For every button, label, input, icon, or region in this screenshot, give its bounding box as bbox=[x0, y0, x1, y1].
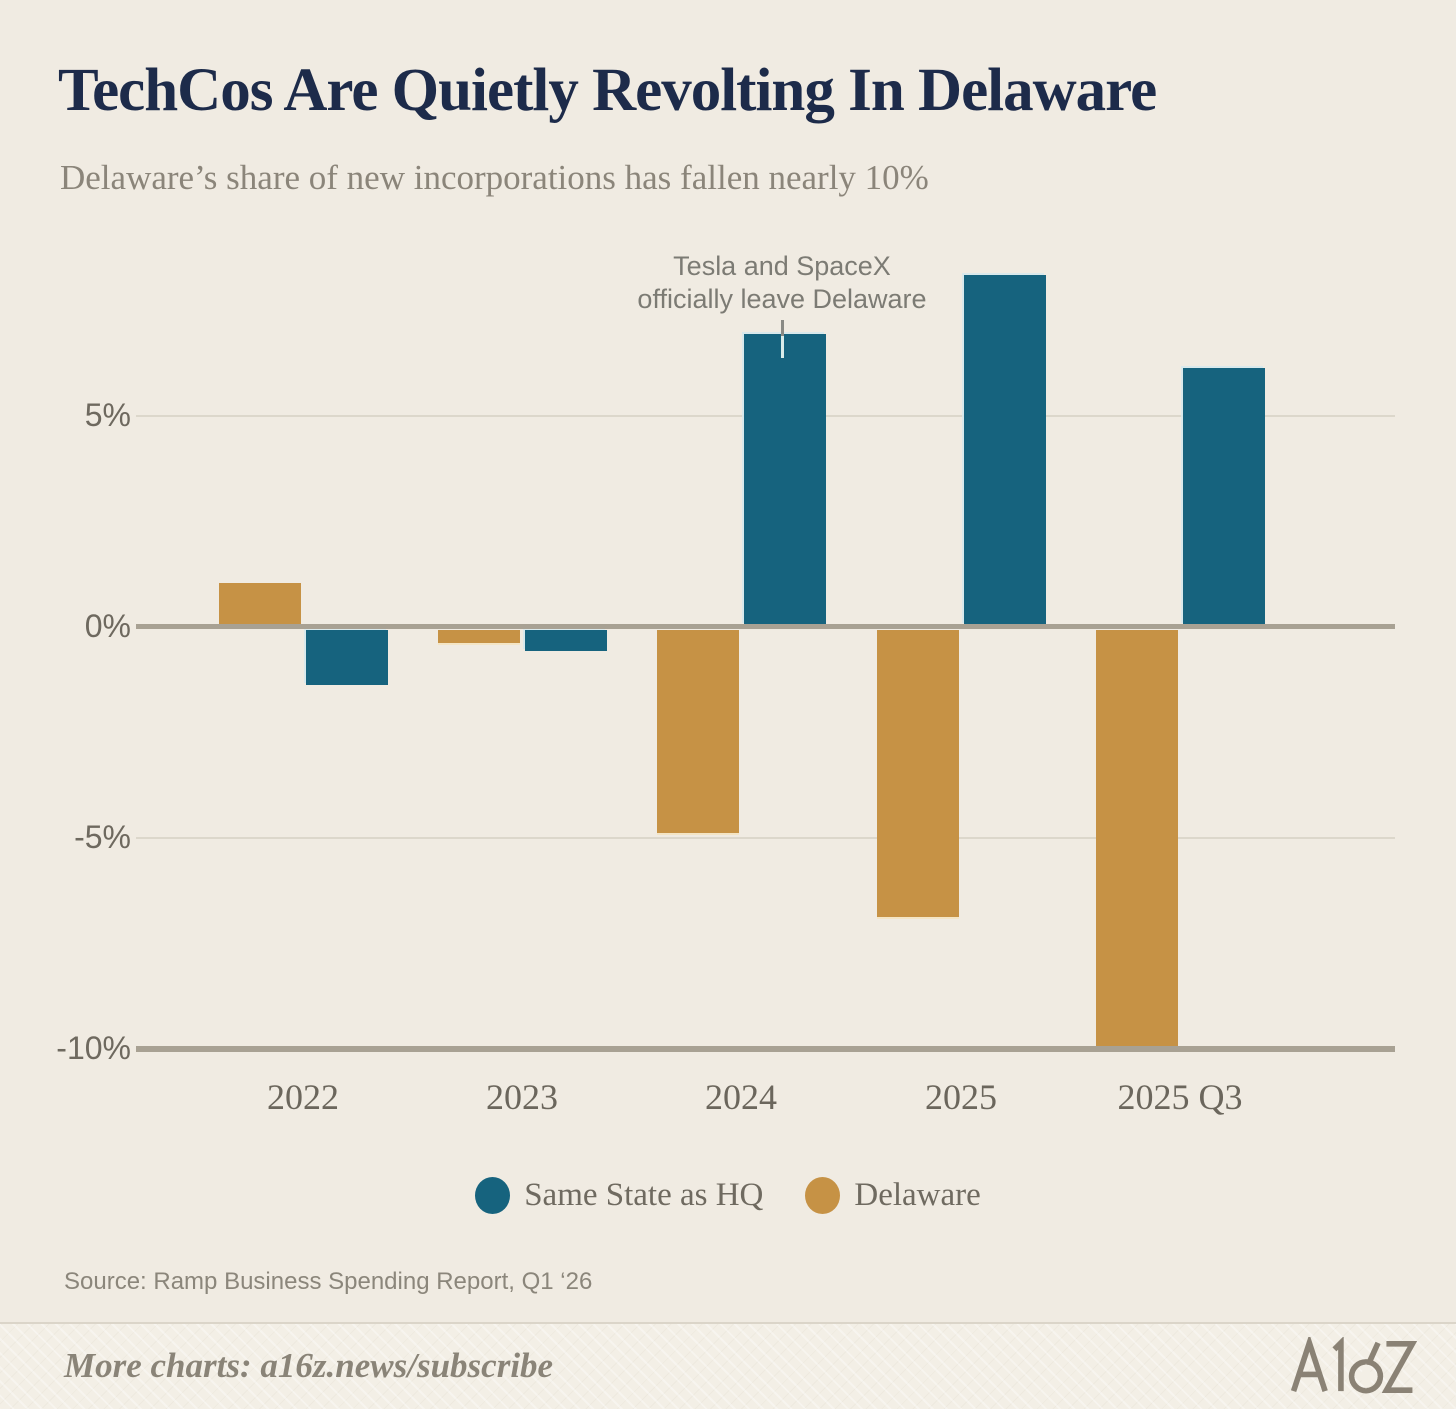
bar-same-state-as-hq-2023 bbox=[525, 630, 607, 651]
bar-same-state-as-hq-2025-q3 bbox=[1183, 368, 1265, 625]
bottom-axis-line bbox=[136, 1046, 1395, 1052]
bar-delaware-2022 bbox=[219, 583, 301, 625]
bar-delaware-2025-q3 bbox=[1096, 630, 1178, 1048]
legend-swatch-gold-icon bbox=[805, 1177, 841, 1214]
annotation-line2: officially leave Delaware bbox=[637, 284, 927, 314]
annotation-label: Tesla and SpaceX officially leave Delawa… bbox=[562, 250, 1002, 316]
chart-legend: Same State as HQ Delaware bbox=[0, 1177, 1456, 1214]
x-tick-label-2022: 2022 bbox=[267, 1077, 339, 1117]
zero-axis-line bbox=[136, 624, 1395, 629]
bar-same-state-as-hq-2025 bbox=[964, 275, 1046, 625]
x-tick-label-2024: 2024 bbox=[705, 1077, 777, 1117]
bar-delaware-2025 bbox=[877, 630, 959, 917]
a16z-logo bbox=[1290, 1337, 1418, 1394]
legend-item-same-state: Same State as HQ bbox=[475, 1177, 763, 1214]
y-tick-label-0%: 0% bbox=[84, 608, 131, 644]
gridline--5% bbox=[136, 837, 1395, 839]
legend-label-delaware: Delaware bbox=[854, 1177, 981, 1213]
y-tick-label--5%: -5% bbox=[74, 819, 131, 855]
legend-label-same-state: Same State as HQ bbox=[524, 1177, 764, 1213]
footer-band: More charts: a16z.news/subscribe bbox=[0, 1322, 1456, 1409]
subscribe-link[interactable]: More charts: a16z.news/subscribe bbox=[64, 1346, 554, 1385]
chart-title: TechCos Are Quietly Revolting In Delawar… bbox=[58, 57, 1157, 124]
legend-swatch-teal-icon bbox=[475, 1177, 511, 1214]
bar-delaware-2024 bbox=[657, 630, 739, 833]
bar-same-state-as-hq-2024 bbox=[744, 334, 826, 625]
x-tick-label-2023: 2023 bbox=[486, 1077, 558, 1117]
y-tick-label-5%: 5% bbox=[84, 397, 131, 433]
bar-delaware-2023 bbox=[438, 630, 520, 643]
bar-same-state-as-hq-2022 bbox=[306, 630, 388, 685]
source-attribution: Source: Ramp Business Spending Report, Q… bbox=[64, 1268, 593, 1295]
annotation-pointer-line bbox=[781, 320, 784, 336]
y-tick-label--10%: -10% bbox=[56, 1030, 131, 1066]
x-tick-label-2025-q3: 2025 Q3 bbox=[1117, 1077, 1243, 1117]
x-tick-label-2025: 2025 bbox=[925, 1077, 997, 1117]
annotation-pointer-line-inside-bar bbox=[781, 336, 784, 358]
chart-subtitle: Delaware’s share of new incorporations h… bbox=[60, 158, 929, 197]
annotation-line1: Tesla and SpaceX bbox=[673, 251, 891, 281]
legend-item-delaware: Delaware bbox=[805, 1177, 981, 1214]
